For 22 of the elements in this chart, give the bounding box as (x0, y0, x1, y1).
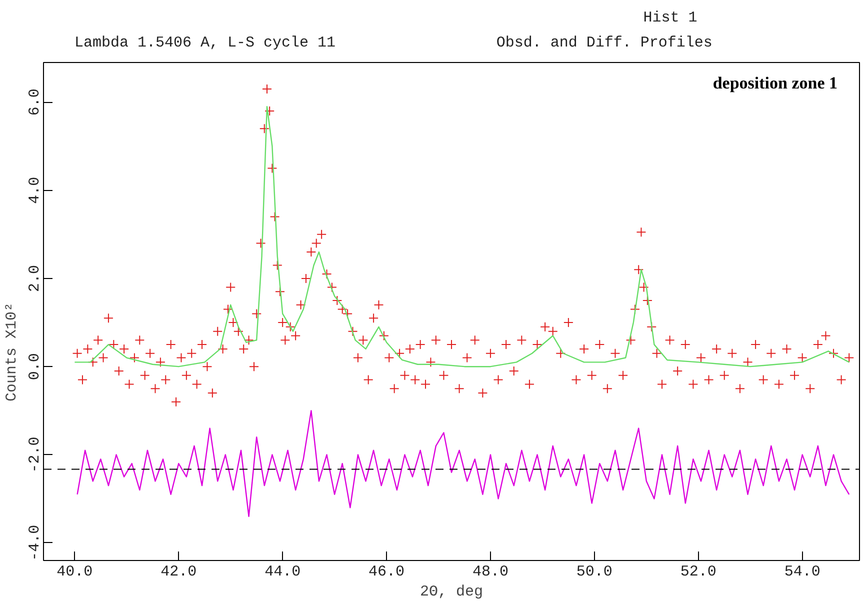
y-tick-label: 0.0 (26, 353, 44, 380)
x-tick-label: 44.0 (264, 564, 301, 580)
x-tick-label: 48.0 (472, 564, 508, 580)
annotation: deposition zone 1 (712, 74, 838, 92)
x-axis-title: 2Θ, deg (420, 584, 484, 600)
y-tick-label: -4.0 (26, 524, 44, 561)
x-tick-label: 42.0 (160, 564, 197, 580)
x-tick-label: 52.0 (680, 564, 716, 580)
x-tick-label: 50.0 (576, 564, 612, 580)
y-tick-label: 6.0 (26, 88, 44, 116)
line-series (76, 410, 850, 518)
chart-title: Lambda 1.5406 A, L-S cycle 11 (74, 34, 336, 52)
y-tick-label: 2.0 (26, 264, 44, 292)
y-axis-title: Counts X10² (4, 302, 20, 402)
x-tick-label: 40.0 (56, 564, 93, 580)
chart-subtitle: Obsd. and Diff. Profiles (496, 34, 712, 52)
x-tick-label: 46.0 (368, 564, 405, 580)
y-tick-label: -2.0 (26, 436, 44, 473)
line-series (74, 106, 850, 368)
text: Hist 1 (643, 10, 698, 27)
x-tick-label: 54.0 (784, 564, 820, 580)
y-tick-label: 4.0 (26, 176, 44, 204)
